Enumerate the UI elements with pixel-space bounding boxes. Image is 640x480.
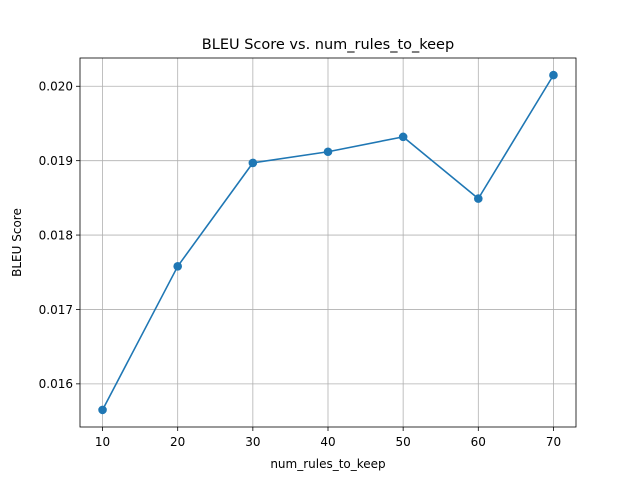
x-axis: 10 20 30 40 50 60 70 bbox=[95, 427, 561, 449]
chart-title: BLEU Score vs. num_rules_to_keep bbox=[202, 37, 454, 53]
y-tick-label: 0.017 bbox=[39, 303, 73, 317]
x-tick-label: 50 bbox=[396, 435, 411, 449]
y-axis: 0.016 0.017 0.018 0.019 0.020 bbox=[39, 80, 80, 391]
series-points bbox=[98, 70, 558, 415]
y-axis-label: BLEU Score bbox=[10, 208, 24, 277]
data-point bbox=[98, 405, 107, 415]
x-tick-label: 10 bbox=[95, 435, 110, 449]
data-point bbox=[248, 158, 258, 168]
x-tick-label: 70 bbox=[546, 435, 561, 449]
x-tick-label: 40 bbox=[320, 435, 335, 449]
y-tick-label: 0.020 bbox=[39, 80, 73, 94]
data-point bbox=[398, 132, 408, 142]
data-point bbox=[173, 262, 182, 271]
data-point bbox=[323, 147, 333, 157]
y-tick-label: 0.019 bbox=[39, 154, 73, 168]
data-point bbox=[474, 194, 483, 203]
x-tick-label: 20 bbox=[170, 435, 185, 449]
y-tick-label: 0.016 bbox=[39, 377, 73, 391]
y-tick-label: 0.018 bbox=[39, 228, 73, 242]
x-axis-label: num_rules_to_keep bbox=[270, 457, 385, 471]
x-tick-label: 30 bbox=[245, 435, 260, 449]
grid bbox=[80, 58, 576, 427]
x-tick-label: 60 bbox=[471, 435, 486, 449]
data-point bbox=[549, 70, 558, 80]
